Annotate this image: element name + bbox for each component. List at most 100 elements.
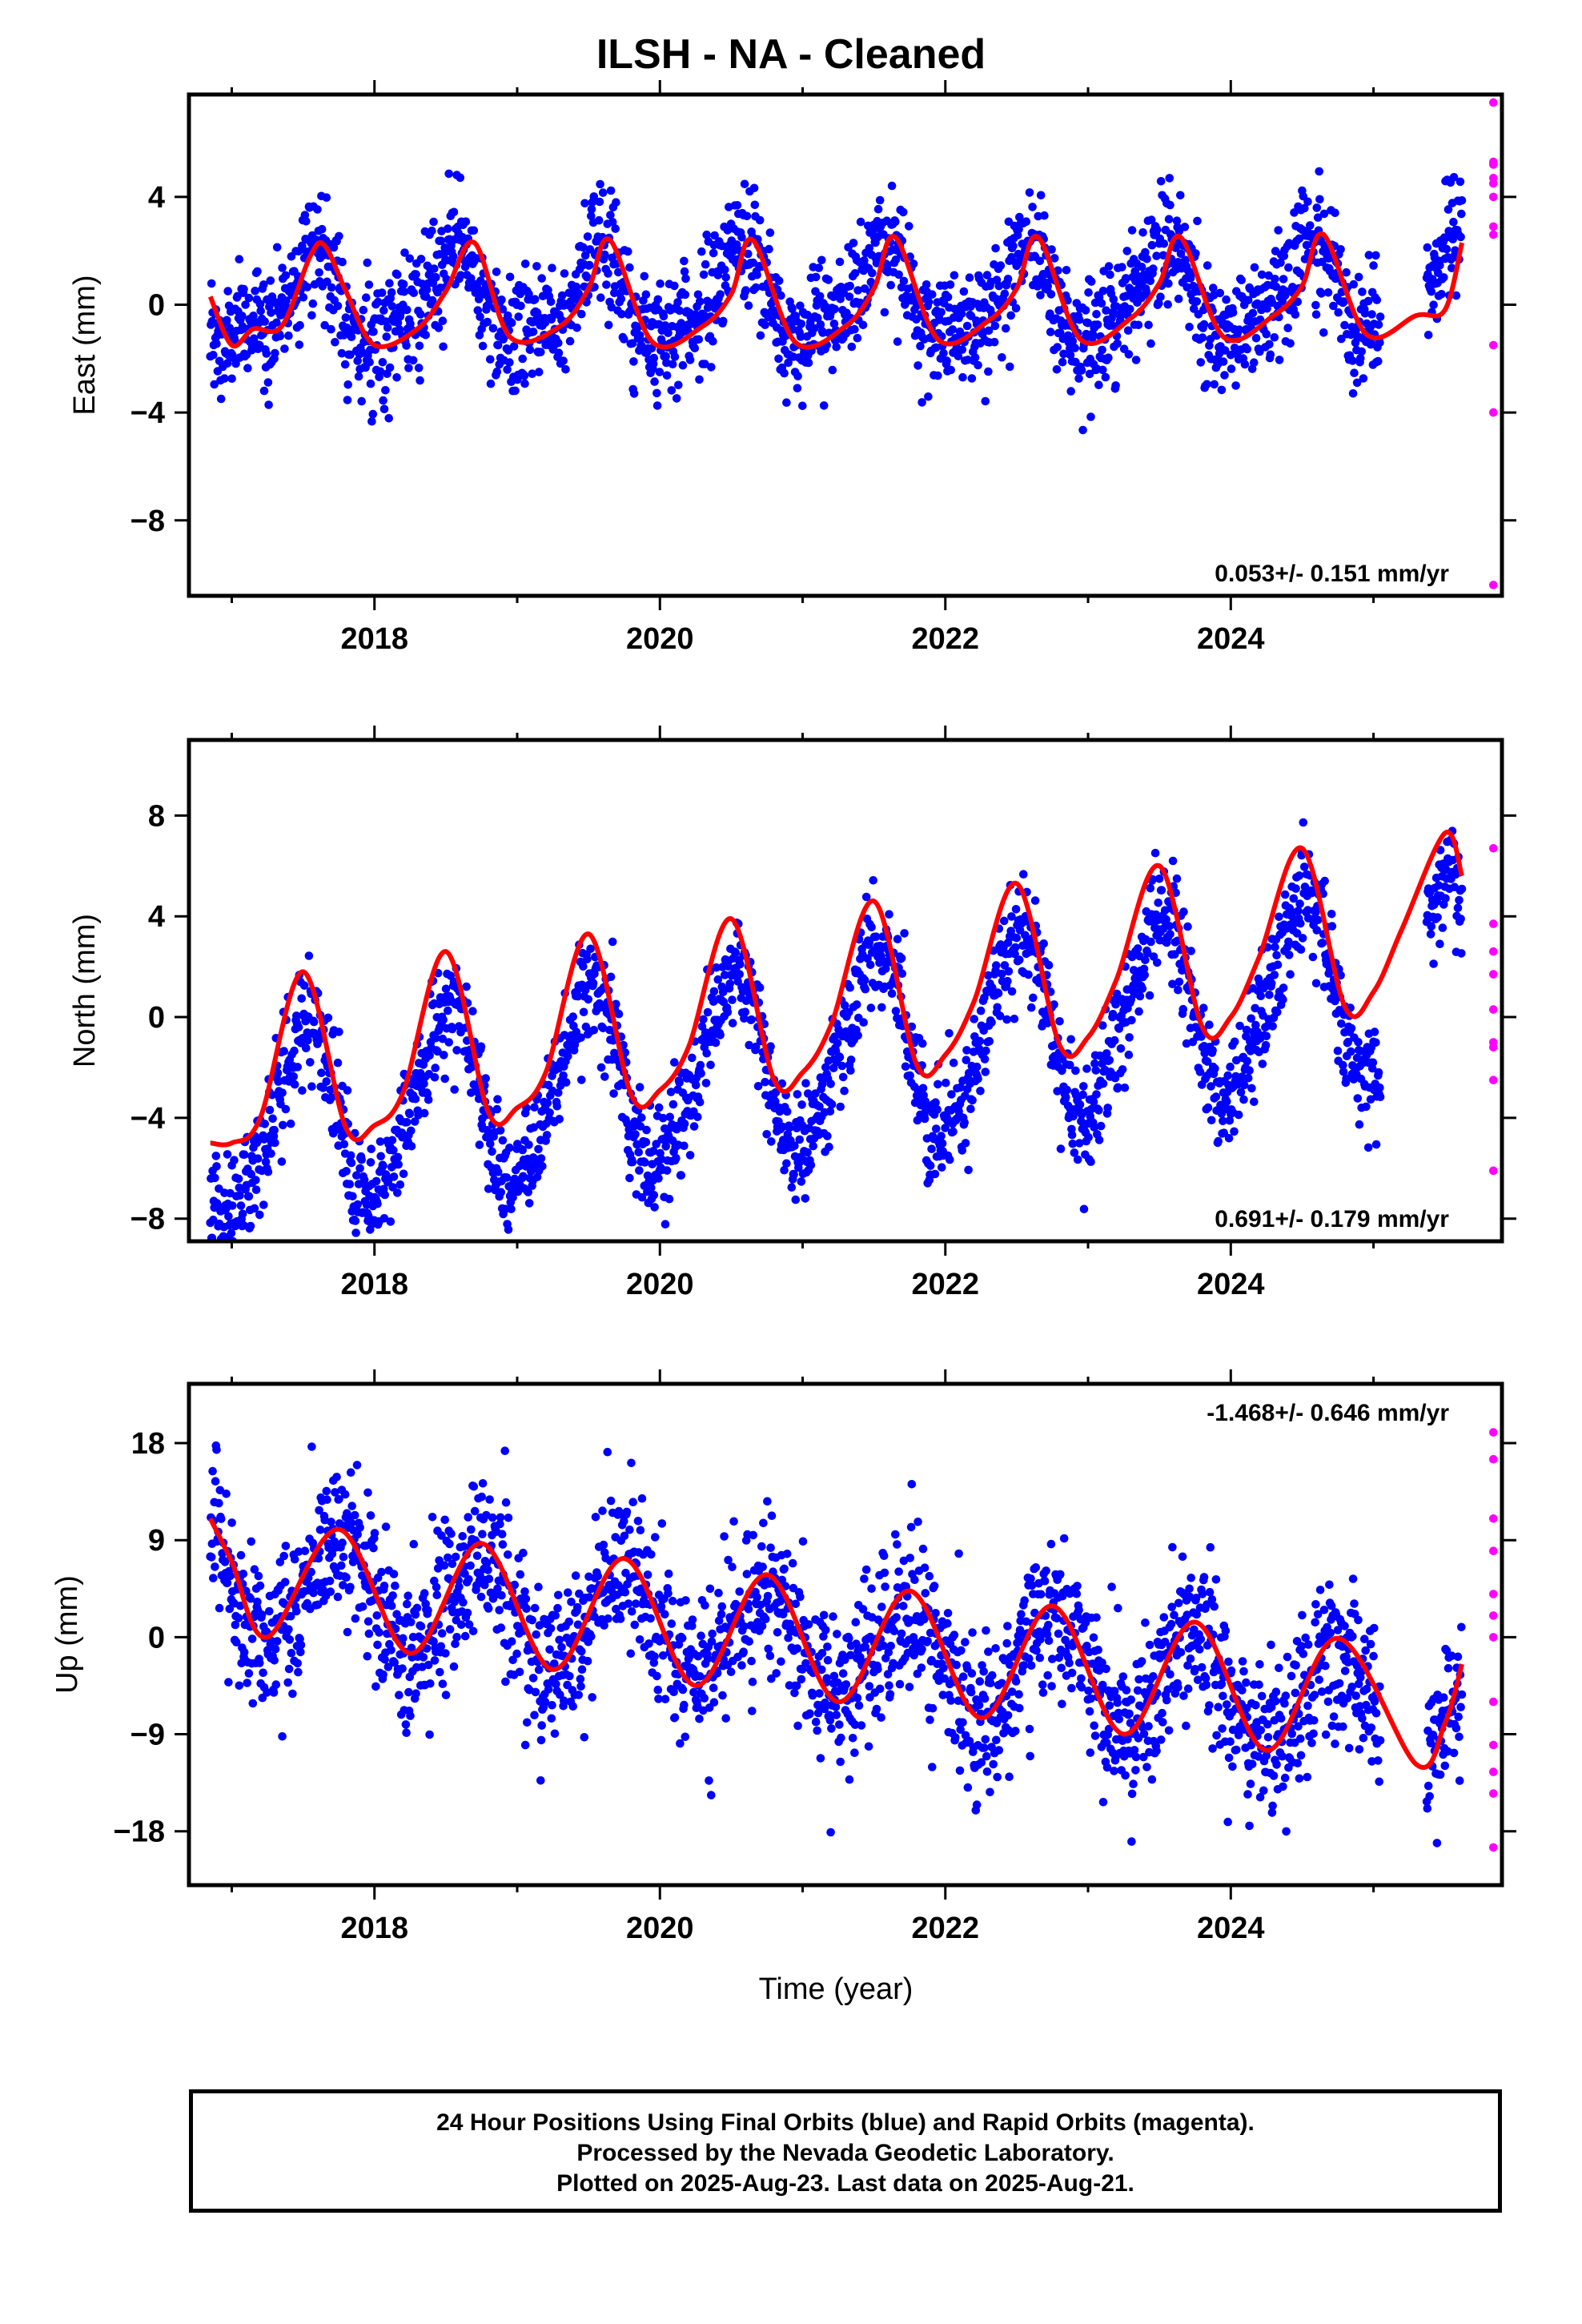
final-orbit-point [696,1060,705,1070]
final-orbit-point [699,1015,708,1024]
final-orbit-point [341,313,351,322]
final-orbit-point [287,1648,296,1658]
final-orbit-point [227,1228,236,1238]
final-orbit-point [661,1220,670,1228]
final-orbit-point [535,1621,544,1630]
final-orbit-point [476,1592,486,1602]
final-orbit-point [665,1112,674,1122]
final-orbit-point [996,261,1006,270]
final-orbit-point [606,972,616,982]
final-orbit-point [516,289,525,299]
final-orbit-point [815,292,825,301]
final-orbit-point [216,1514,226,1523]
final-orbit-point [697,1069,705,1078]
final-orbit-point [1291,884,1300,893]
final-orbit-point [537,274,546,283]
final-orbit-point [339,1140,349,1149]
final-orbit-point [1226,1062,1235,1072]
final-orbit-point [741,1007,750,1016]
final-orbit-point [466,1561,475,1570]
final-orbit-point [426,1679,435,1688]
final-orbit-point [376,1152,386,1161]
final-orbit-point [1451,870,1460,879]
final-orbit-point [498,1136,508,1145]
final-orbit-point [803,1148,812,1157]
final-orbit-point [1290,208,1299,217]
final-orbit-point [728,1019,737,1027]
final-orbit-point [352,1171,361,1180]
final-orbit-point [881,964,890,973]
final-orbit-point [624,247,632,256]
final-orbit-point [481,1074,490,1083]
final-orbit-point [1153,225,1162,235]
final-orbit-point [530,295,540,304]
final-orbit-point [508,1192,517,1202]
final-orbit-point [747,1015,756,1024]
final-orbit-point [797,1100,806,1109]
final-orbit-point [314,1554,323,1563]
final-orbit-point [348,1558,358,1566]
final-orbit-point [421,331,430,340]
final-orbit-point [1050,254,1059,263]
final-orbit-point [1336,245,1345,254]
final-orbit-point [1025,188,1034,197]
final-orbit-point [905,1071,914,1080]
final-orbit-point [709,248,718,258]
final-orbit-point [782,1159,791,1168]
final-orbit-point [1348,356,1357,365]
final-orbit-point [1429,300,1438,310]
final-orbit-point [1193,216,1202,226]
final-orbit-point [375,1137,385,1146]
final-orbit-point [1010,1015,1019,1023]
final-orbit-point [1272,951,1281,960]
final-orbit-point [1429,959,1438,968]
final-orbit-point [1131,356,1141,364]
final-orbit-point [366,379,375,388]
final-orbit-point [357,1155,367,1164]
final-orbit-point [379,396,387,405]
final-orbit-point [451,1552,460,1562]
final-orbit-point [473,306,483,315]
final-orbit-point [1003,976,1012,986]
final-orbit-point [1367,310,1376,319]
final-orbit-point [339,1581,347,1590]
final-orbit-point [958,372,967,382]
final-orbit-point [1258,1059,1267,1068]
final-orbit-point [441,1649,450,1658]
final-orbit-point [863,954,872,963]
final-orbit-point [1266,350,1275,360]
final-orbit-point [869,876,877,885]
final-orbit-point [215,1603,224,1613]
y-tick-label: −4 [130,1102,165,1136]
final-orbit-point [463,1608,472,1618]
final-orbit-point [1337,1019,1346,1028]
final-orbit-point [1019,870,1028,879]
final-orbit-point [1108,321,1117,330]
final-orbit-point [755,215,765,225]
final-orbit-point [340,360,350,369]
final-orbit-point [635,1166,644,1175]
final-orbit-point [388,1591,397,1600]
final-orbit-point [338,1538,347,1547]
final-orbit-point [559,356,568,365]
final-orbit-point [1319,209,1329,219]
final-orbit-point [741,286,750,295]
final-orbit-point [336,1561,346,1570]
final-orbit-point [701,259,710,269]
final-orbit-point [225,324,235,332]
final-orbit-point [721,265,729,275]
final-orbit-point [1359,374,1368,383]
final-orbit-point [306,1058,315,1067]
final-orbit-point [464,1513,472,1522]
final-orbit-point [244,293,254,303]
final-orbit-point [721,971,729,979]
final-orbit-point [1323,288,1333,297]
final-orbit-point [961,1092,970,1100]
rapid-orbit-point [1489,340,1498,350]
final-orbit-point [317,1068,326,1077]
final-orbit-point [238,1209,247,1219]
final-orbit-point [1331,208,1339,218]
final-orbit-point [437,1629,447,1638]
rapid-orbit-point [1489,1166,1498,1176]
final-orbit-point [793,372,802,381]
